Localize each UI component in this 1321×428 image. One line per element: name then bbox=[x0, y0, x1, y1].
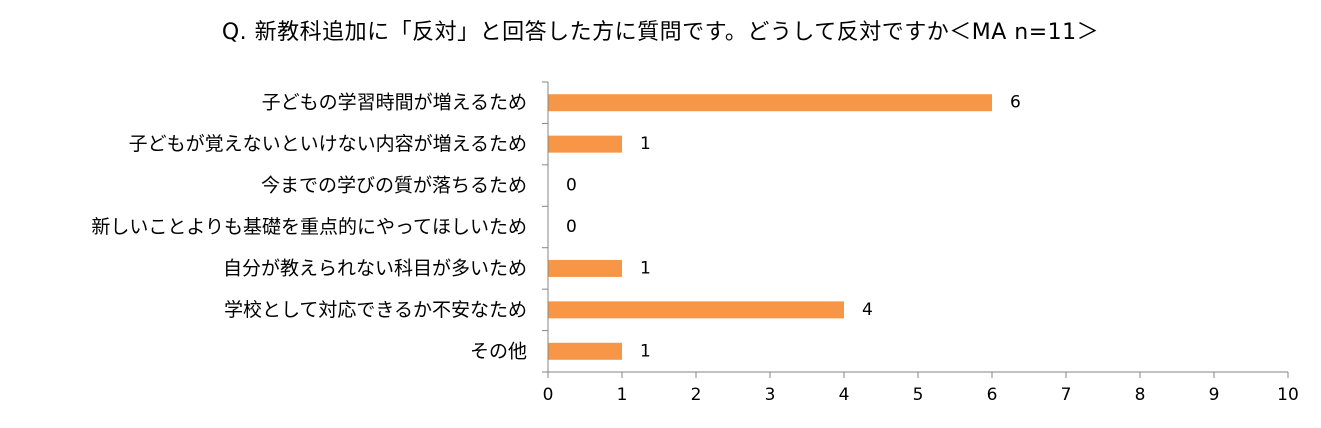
value-label: 6 bbox=[1010, 93, 1021, 113]
bar bbox=[548, 135, 622, 153]
value-label: 1 bbox=[640, 258, 651, 278]
category-label: 学校として対応できるか不安なため bbox=[224, 299, 527, 321]
x-tick-label: 1 bbox=[617, 385, 628, 405]
category-label: 新しいことよりも基礎を重点的にやってほしいため bbox=[91, 216, 527, 238]
x-tick-label: 3 bbox=[765, 385, 776, 405]
value-label: 0 bbox=[566, 217, 577, 237]
category-label: 子どもが覚えないといけない内容が増えるため bbox=[129, 133, 527, 155]
category-label: 子どもの学習時間が増えるため bbox=[262, 92, 527, 114]
x-tick-label: 5 bbox=[913, 385, 924, 405]
x-tick-label: 7 bbox=[1061, 385, 1072, 405]
x-tick-label: 2 bbox=[691, 385, 702, 405]
x-tick-label: 8 bbox=[1135, 385, 1146, 405]
x-tick-label: 9 bbox=[1209, 385, 1220, 405]
value-label: 1 bbox=[640, 134, 651, 154]
value-label: 4 bbox=[862, 300, 873, 320]
bar bbox=[548, 94, 992, 112]
value-label: 0 bbox=[566, 176, 577, 196]
chart-title: Q. 新教科追加に「反対」と回答した方に質問です。どうして反対ですか＜MA n=… bbox=[221, 20, 1100, 45]
x-tick-label: 4 bbox=[839, 385, 850, 405]
x-tick-label: 6 bbox=[987, 385, 998, 405]
category-label: 自分が教えられない科目が多いため bbox=[223, 257, 527, 279]
bar bbox=[548, 259, 622, 277]
bar bbox=[548, 301, 844, 319]
category-label: その他 bbox=[470, 340, 527, 362]
x-tick-label: 10 bbox=[1277, 385, 1299, 405]
value-label: 1 bbox=[640, 341, 651, 361]
category-label: 今までの学びの質が落ちるため bbox=[261, 175, 527, 197]
bar bbox=[548, 342, 622, 360]
x-tick-label: 0 bbox=[543, 385, 554, 405]
